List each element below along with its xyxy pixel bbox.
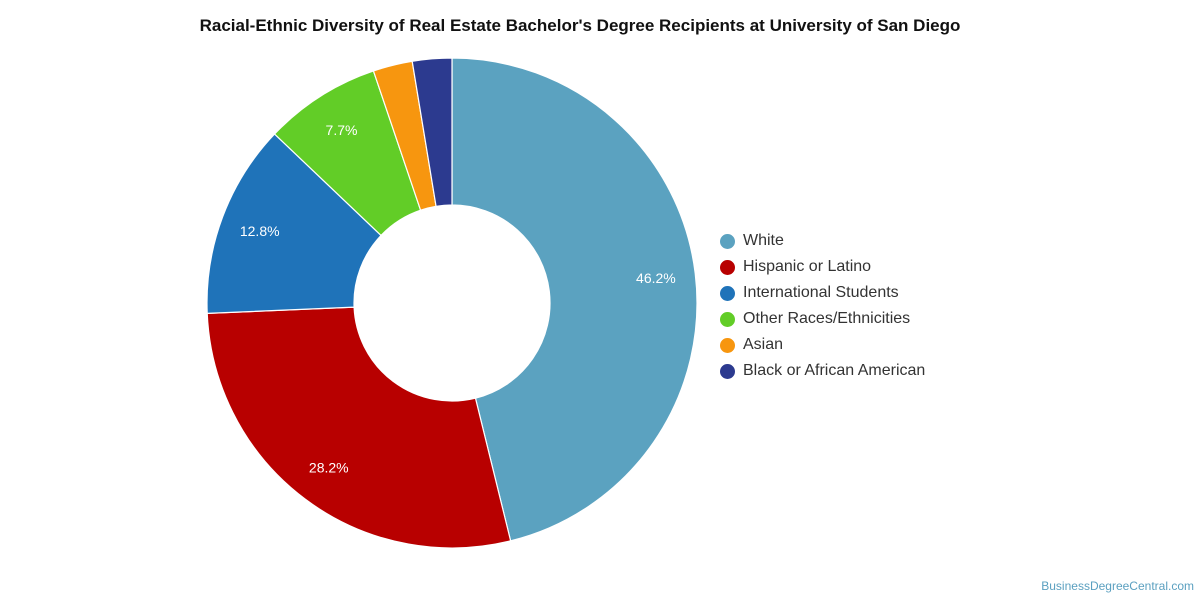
legend-swatch [720,233,735,249]
slice-label-white: 46.2% [636,270,676,286]
legend-item-international-students[interactable]: International Students [720,280,925,306]
legend-item-hispanic-or-latino[interactable]: Hispanic or Latino [720,254,925,280]
legend-item-asian[interactable]: Asian [720,332,925,358]
legend-swatch [720,337,735,353]
legend-item-black-or-african-american[interactable]: Black or African American [720,358,925,384]
slice-international-students [206,133,382,315]
legend-item-other-races-ethnicities[interactable]: Other Races/Ethnicities [720,306,925,332]
legend-item-white[interactable]: White [720,228,925,254]
legend-label: Hispanic or Latino [743,258,872,275]
legend-swatch [720,259,735,275]
legend-label: Other Races/Ethnicities [743,310,911,327]
legend: White Hispanic or Latino International Stu… [720,228,925,384]
slice-labels-group: 46.2% 28.2% 12.8% 7.7% [240,122,676,475]
legend-swatch [720,285,735,301]
slice-hispanic-or-latino [206,306,512,549]
legend-swatch [720,363,735,379]
slice-label-other-races-ethnicities: 7.7% [326,122,358,138]
slices-group [206,57,698,549]
slice-white [451,57,698,542]
legend-label: White [743,232,784,249]
chart-title: Racial-Ethnic Diversity of Real Estate B… [199,16,961,35]
legend-label: International Students [743,284,899,301]
legend-label: Asian [743,336,784,353]
slice-black-or-african-american [411,57,453,207]
legend-label: Black or African American [743,362,926,379]
site-credit: BusinessDegreeCentral.com [1041,579,1194,593]
slice-label-international-students: 12.8% [240,223,280,239]
legend-swatch [720,311,735,327]
slice-label-hispanic-or-latino: 28.2% [309,459,349,475]
